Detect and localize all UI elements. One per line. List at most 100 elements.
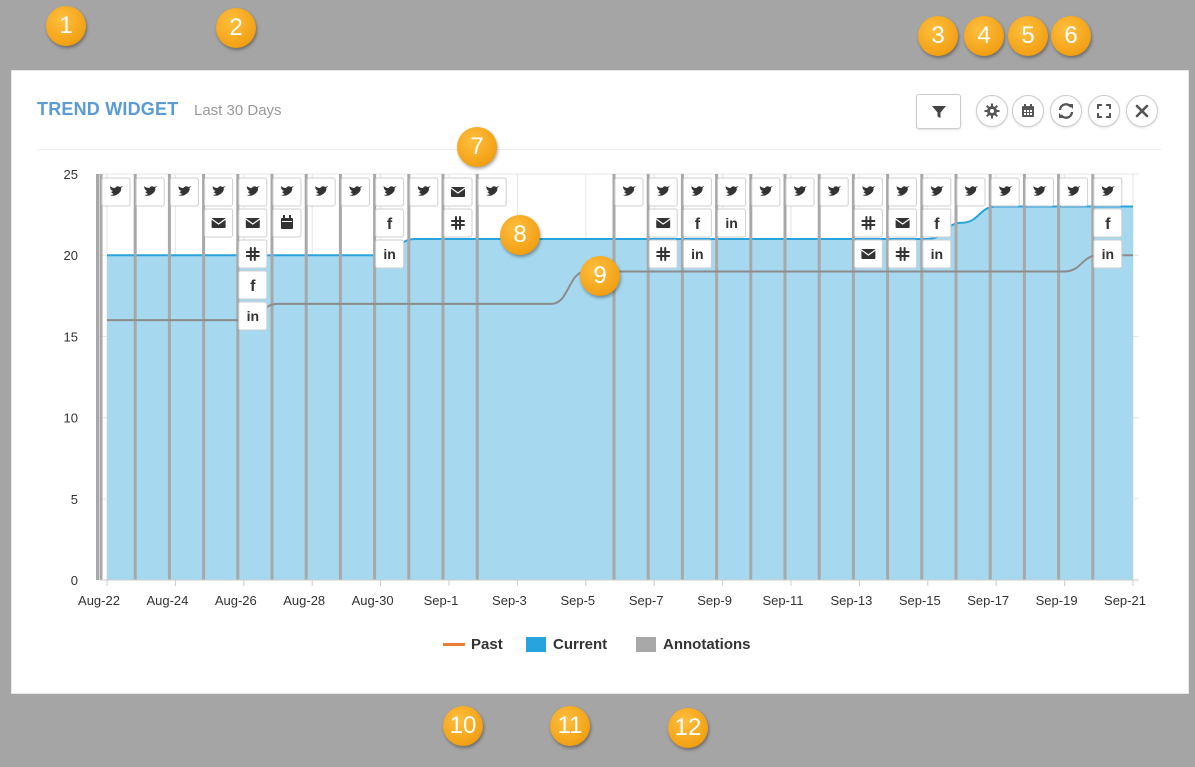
x-tick-label: Aug-24 (146, 593, 188, 608)
annotation-marker[interactable] (614, 177, 644, 207)
annotation-marker[interactable] (443, 208, 473, 238)
annotation-bar (373, 174, 377, 580)
widget-title: TREND WIDGET (37, 99, 179, 119)
annotation-marker[interactable] (135, 177, 165, 207)
callout-badge-7: 7 (457, 127, 497, 167)
y-tick-label: 25 (64, 167, 78, 182)
callout-badge-3: 3 (918, 16, 958, 56)
annotation-marker[interactable] (853, 208, 883, 238)
annotation-marker[interactable] (751, 177, 781, 207)
annotation-marker[interactable] (477, 177, 507, 207)
annotation-bar (1057, 174, 1061, 580)
series-line-past (107, 254, 1133, 322)
email-icon-flap (450, 187, 466, 194)
annotation-marker[interactable] (888, 177, 918, 207)
y-tick-label: 20 (64, 248, 78, 263)
email-icon-flap (211, 218, 226, 225)
linkedin-icon: in (691, 246, 703, 262)
annotation-marker[interactable]: in (238, 301, 268, 331)
calendar-icon-ring (289, 215, 291, 219)
legend-item-past[interactable]: Past (443, 636, 503, 653)
annotation-marker[interactable] (1093, 177, 1123, 207)
annotation-box (648, 239, 678, 269)
annotation-marker[interactable] (1059, 177, 1089, 207)
annotation-bar (407, 174, 411, 580)
callout-badge-5: 5 (1008, 16, 1048, 56)
annotation-marker[interactable] (169, 177, 199, 207)
annotation-marker[interactable] (340, 177, 370, 207)
annotation-marker[interactable] (682, 177, 712, 207)
x-tick-label: Sep-3 (492, 593, 527, 608)
annotation-marker[interactable]: f (682, 208, 712, 238)
series-line-current (106, 205, 1133, 257)
annotation-marker[interactable] (648, 208, 678, 238)
annotation-marker[interactable] (853, 177, 883, 207)
email-icon (245, 218, 260, 228)
annotation-marker[interactable] (717, 177, 747, 207)
twitter-icon (178, 186, 192, 196)
annotation-box (682, 239, 712, 269)
annotation-marker[interactable]: f (1093, 208, 1123, 238)
annotation-marker[interactable] (888, 239, 918, 269)
slack-icon (451, 216, 465, 230)
annotation-marker[interactable] (238, 177, 268, 207)
legend-item-annotations[interactable]: Annotations (636, 636, 751, 653)
twitter-icon (417, 186, 431, 196)
annotation-box (717, 208, 747, 238)
annotation-marker[interactable] (648, 177, 678, 207)
twitter-icon (383, 186, 397, 196)
annotation-marker[interactable]: f (238, 270, 268, 300)
annotation-marker[interactable]: in (682, 239, 712, 269)
legend-label-past: Past (471, 636, 503, 653)
annotation-marker[interactable] (409, 177, 439, 207)
settings-button[interactable] (976, 95, 1008, 127)
fullscreen-button[interactable] (1088, 95, 1120, 127)
annotation-marker[interactable] (1024, 177, 1054, 207)
annotation-marker[interactable] (204, 177, 234, 207)
annotation-box (922, 208, 952, 238)
calendar-icon-ring (283, 215, 285, 219)
annotation-marker[interactable] (443, 177, 473, 207)
refresh-button[interactable] (1050, 95, 1082, 127)
twitter-icon (1067, 186, 1081, 196)
annotation-marker[interactable] (853, 239, 883, 269)
annotation-marker[interactable] (956, 177, 986, 207)
x-tick-label: Sep-15 (899, 593, 941, 608)
annotation-marker[interactable] (272, 208, 302, 238)
annotation-marker[interactable] (990, 177, 1020, 207)
filter-button[interactable] (916, 94, 961, 129)
annotation-bar (646, 174, 650, 580)
annotation-marker[interactable]: in (375, 239, 405, 269)
linkedin-icon: in (1102, 246, 1114, 262)
annotation-marker[interactable] (204, 208, 234, 238)
twitter-icon (1101, 186, 1115, 196)
annotation-box (238, 239, 268, 269)
calendar-button[interactable] (1012, 95, 1044, 127)
annotation-bar (96, 174, 99, 580)
annotation-marker[interactable] (272, 177, 302, 207)
annotation-marker[interactable] (306, 177, 336, 207)
annotation-marker[interactable] (888, 208, 918, 238)
email-icon-flap (861, 249, 876, 256)
annotation-marker[interactable]: in (717, 208, 747, 238)
annotation-marker[interactable]: f (922, 208, 952, 238)
annotation-bar (167, 174, 171, 580)
annotation-marker[interactable] (922, 177, 952, 207)
annotation-marker[interactable] (785, 177, 815, 207)
annotation-marker[interactable] (101, 177, 131, 207)
email-icon-flap (895, 218, 910, 225)
annotation-marker[interactable] (375, 177, 405, 207)
legend-item-current[interactable]: Current (526, 636, 607, 653)
annotation-marker[interactable] (648, 239, 678, 269)
twitter-icon (657, 186, 671, 196)
annotation-marker[interactable] (238, 239, 268, 269)
widget-subtitle: Last 30 Days (194, 102, 282, 119)
annotation-marker[interactable] (238, 208, 268, 238)
close-button[interactable] (1126, 95, 1158, 127)
email-icon (861, 249, 876, 259)
annotation-marker[interactable] (819, 177, 849, 207)
annotation-marker[interactable]: in (1093, 239, 1123, 269)
email-icon-flap (655, 218, 671, 225)
annotation-marker[interactable]: f (375, 208, 405, 238)
annotation-marker[interactable]: in (922, 239, 952, 269)
